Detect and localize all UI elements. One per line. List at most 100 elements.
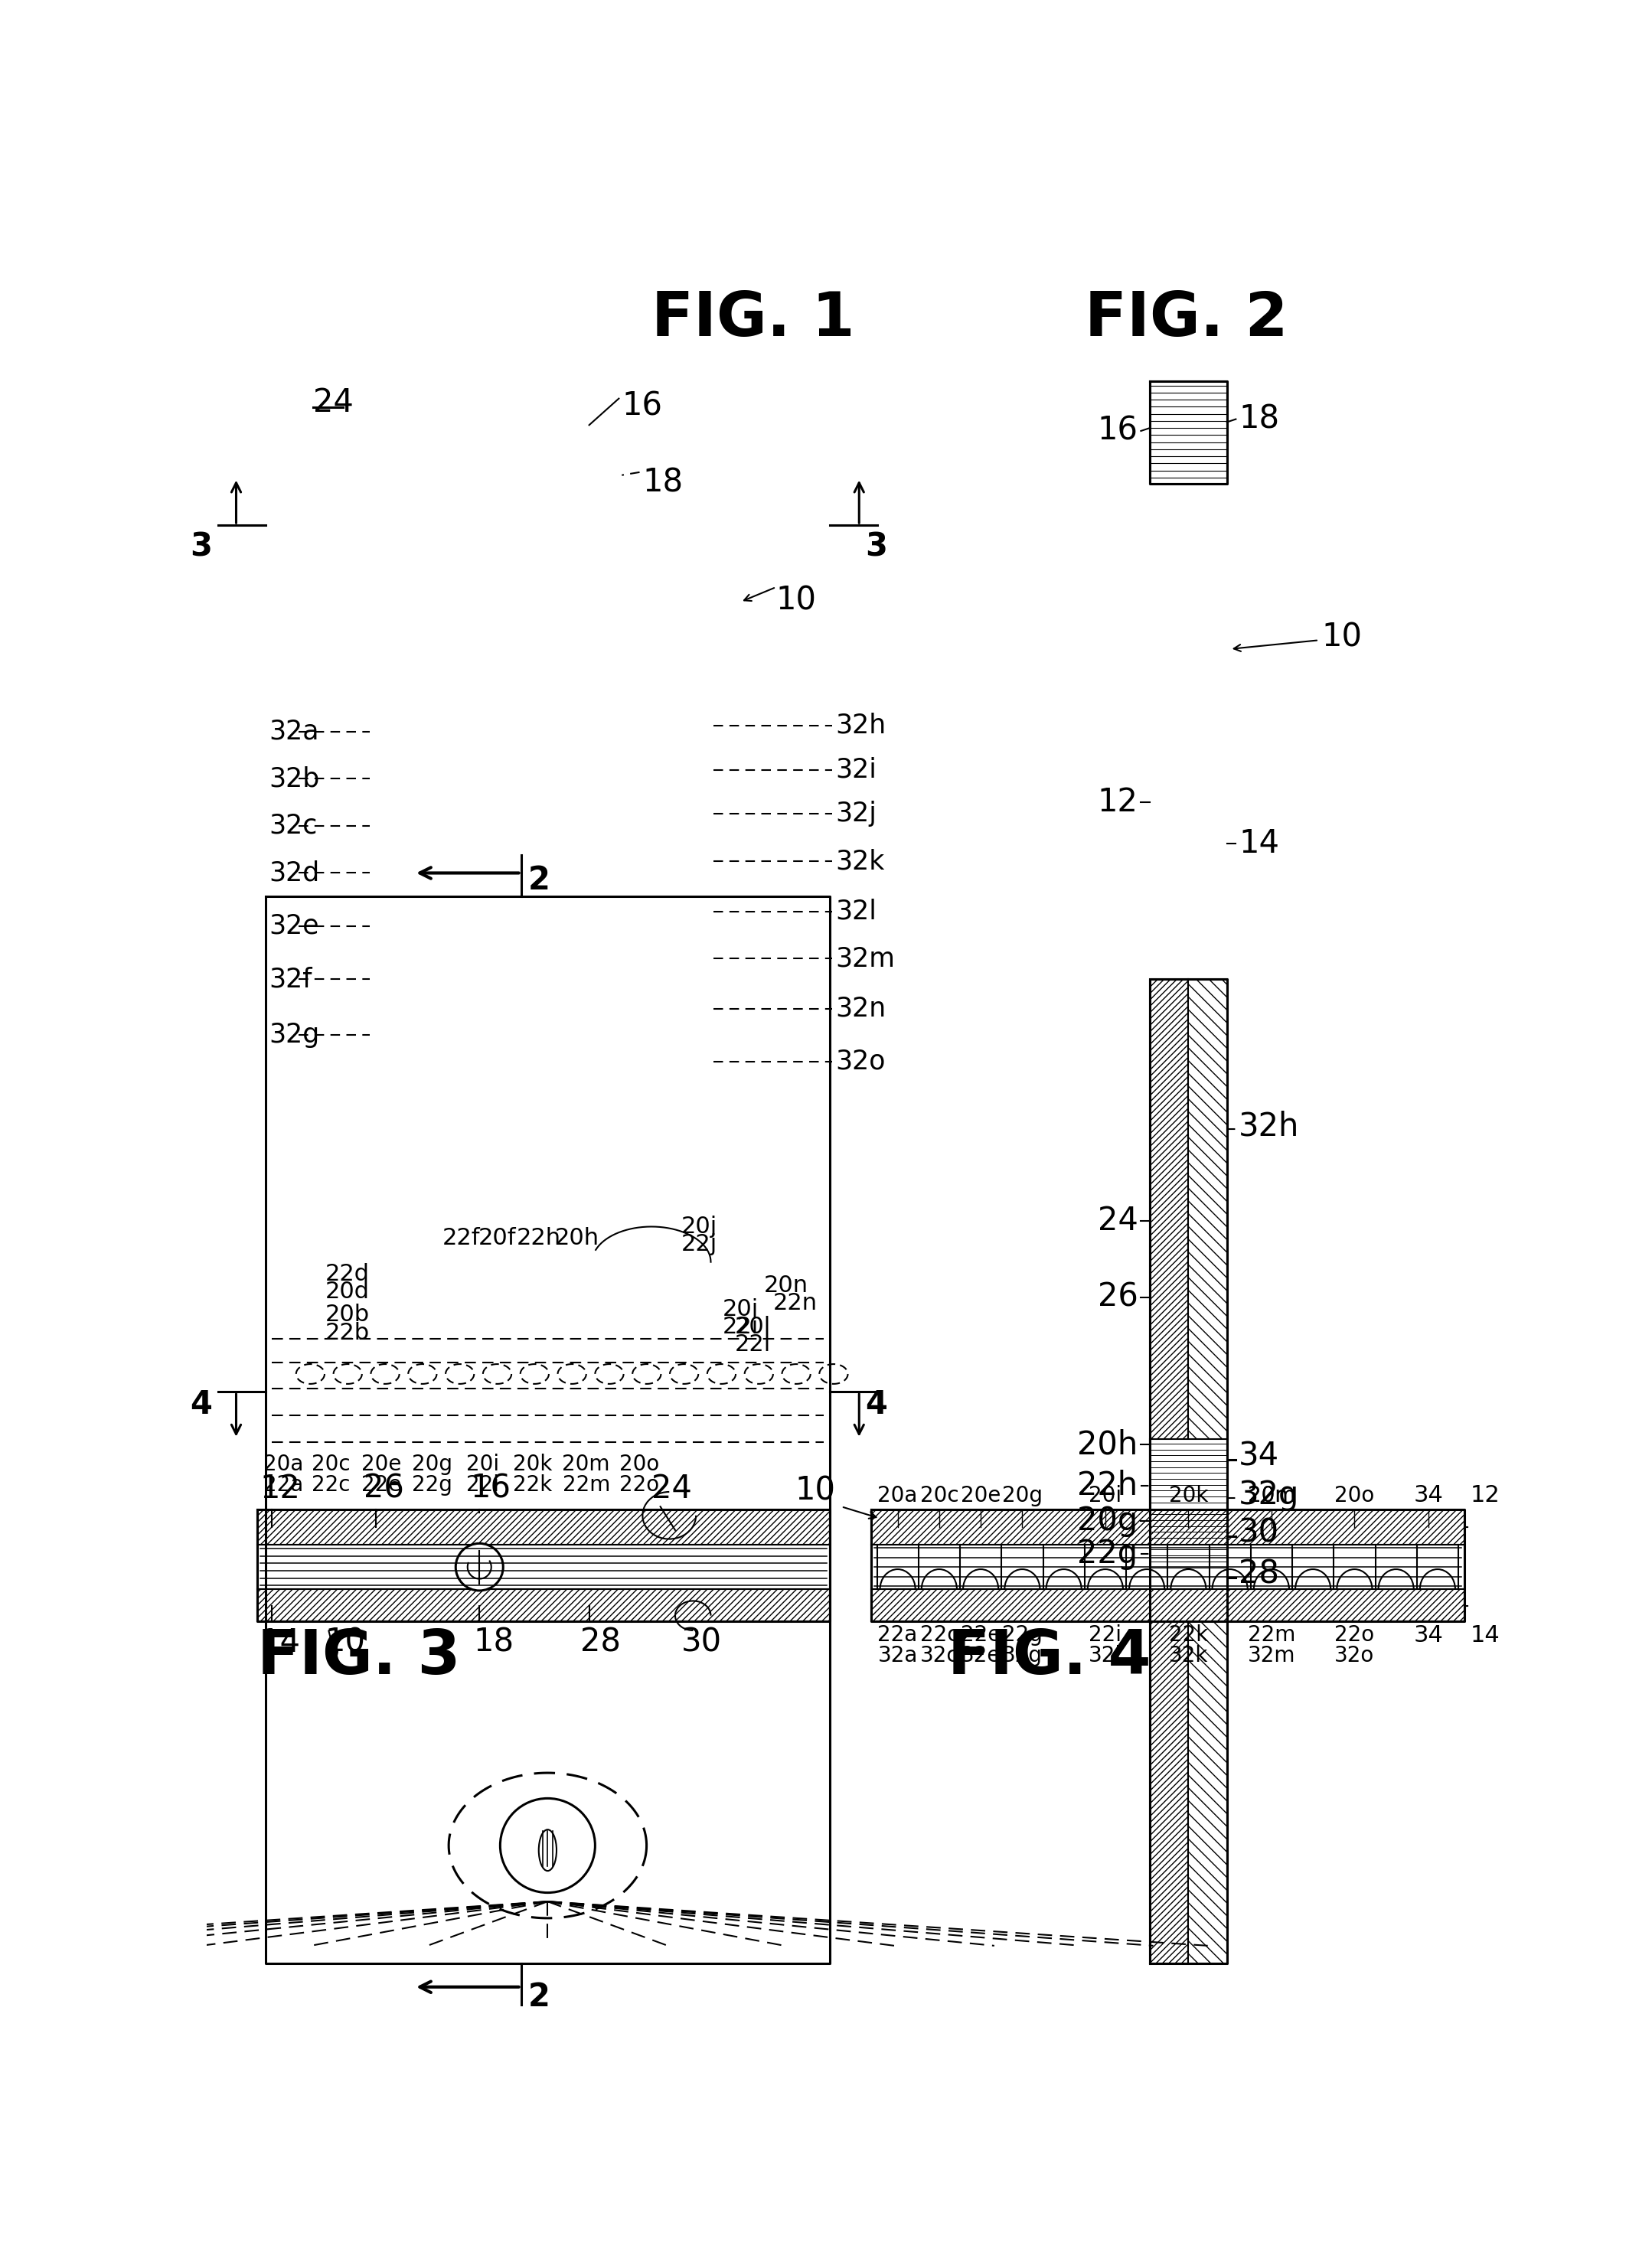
- Text: 20e: 20e: [961, 1486, 1001, 1506]
- Text: 22o: 22o: [620, 1475, 659, 1495]
- Text: 10: 10: [1322, 621, 1363, 652]
- Text: 32i: 32i: [836, 757, 877, 784]
- Text: 22b: 22b: [325, 1323, 370, 1343]
- Text: 34: 34: [1414, 1484, 1444, 1506]
- Text: 16: 16: [621, 390, 662, 421]
- Text: 22j: 22j: [681, 1232, 717, 1255]
- Text: 20m: 20m: [1247, 1486, 1295, 1506]
- Text: 32o: 32o: [836, 1049, 885, 1074]
- Text: 22m: 22m: [562, 1475, 610, 1495]
- Text: 32g: 32g: [1239, 1479, 1300, 1511]
- Text: 24: 24: [651, 1472, 692, 1504]
- Text: 32j: 32j: [836, 802, 877, 827]
- Text: 20k: 20k: [1168, 1486, 1208, 1506]
- Text: 32m: 32m: [836, 945, 895, 972]
- Text: 20j: 20j: [681, 1216, 717, 1237]
- Text: 26: 26: [1097, 1282, 1138, 1314]
- Text: 10: 10: [776, 584, 816, 616]
- Bar: [871, 1545, 1464, 1590]
- Text: 32i: 32i: [1089, 1644, 1122, 1667]
- Text: 32k: 32k: [836, 847, 885, 874]
- Text: 32l: 32l: [836, 899, 877, 924]
- Text: 32n: 32n: [836, 997, 885, 1022]
- Text: 22k: 22k: [1168, 1624, 1208, 1647]
- Text: 26: 26: [363, 1472, 405, 1504]
- Text: 20f: 20f: [479, 1228, 515, 1250]
- Bar: [871, 1590, 1464, 1622]
- Text: 22e: 22e: [362, 1475, 401, 1495]
- Text: 32f: 32f: [269, 967, 312, 992]
- Text: 32b: 32b: [269, 766, 319, 793]
- Text: 22a: 22a: [877, 1624, 917, 1647]
- Text: 20k: 20k: [514, 1454, 552, 1475]
- Text: 32e: 32e: [269, 913, 319, 940]
- Text: 32c: 32c: [920, 1644, 958, 1667]
- Bar: [258, 1508, 829, 1545]
- Text: 20c: 20c: [920, 1486, 958, 1506]
- Text: 22m: 22m: [1247, 1624, 1295, 1647]
- Text: 16: 16: [471, 1472, 510, 1504]
- Text: 20g: 20g: [411, 1454, 453, 1475]
- Text: 22h: 22h: [517, 1228, 562, 1250]
- Text: FIG. 4: FIG. 4: [948, 1629, 1151, 1687]
- Text: 20m: 20m: [562, 1454, 610, 1475]
- Bar: [871, 1508, 1464, 1545]
- Text: 30: 30: [1239, 1518, 1280, 1549]
- Text: 20o: 20o: [1335, 1486, 1374, 1506]
- Text: 22g: 22g: [1003, 1624, 1042, 1647]
- Text: 22c: 22c: [312, 1475, 350, 1495]
- Text: 22i: 22i: [722, 1316, 758, 1339]
- Text: 20l: 20l: [735, 1316, 771, 1339]
- Text: 28: 28: [580, 1626, 621, 1658]
- Text: 2: 2: [529, 1982, 550, 2014]
- Text: 34: 34: [1239, 1441, 1280, 1472]
- Text: FIG. 3: FIG. 3: [258, 1629, 461, 1687]
- Text: 20g: 20g: [1077, 1506, 1138, 1538]
- Circle shape: [501, 1798, 595, 1894]
- Bar: [258, 1590, 829, 1622]
- Text: 22c: 22c: [920, 1624, 958, 1647]
- Text: 32a: 32a: [269, 718, 319, 745]
- Text: 20a: 20a: [264, 1454, 304, 1475]
- Text: 22f: 22f: [443, 1228, 481, 1250]
- Text: 20o: 20o: [620, 1454, 659, 1475]
- Text: 22g: 22g: [1077, 1538, 1138, 1570]
- Bar: [1150, 381, 1227, 485]
- Text: 12: 12: [1097, 786, 1138, 818]
- Text: 22k: 22k: [514, 1475, 552, 1495]
- Text: 20i: 20i: [1089, 1486, 1122, 1506]
- Bar: [1150, 978, 1188, 1964]
- Text: FIG. 2: FIG. 2: [1085, 290, 1289, 349]
- Bar: [1188, 978, 1227, 1964]
- Text: 30: 30: [681, 1626, 722, 1658]
- Text: 22o: 22o: [1335, 1624, 1374, 1647]
- Text: 32c: 32c: [269, 813, 317, 838]
- Text: 32h: 32h: [836, 713, 885, 738]
- Text: 14: 14: [1470, 1624, 1500, 1647]
- Circle shape: [456, 1542, 504, 1590]
- Text: 20b: 20b: [325, 1305, 370, 1325]
- Text: 2: 2: [529, 865, 550, 897]
- Text: 20g: 20g: [1003, 1486, 1042, 1506]
- Text: 18: 18: [1239, 403, 1280, 435]
- Text: 28: 28: [1239, 1558, 1279, 1590]
- Text: 20i: 20i: [722, 1298, 758, 1320]
- Text: 22g: 22g: [411, 1475, 453, 1495]
- Text: 32d: 32d: [269, 861, 319, 886]
- Bar: [1150, 1438, 1227, 1567]
- Text: 3: 3: [190, 530, 213, 564]
- Text: 22h: 22h: [1077, 1470, 1138, 1502]
- Text: 22l: 22l: [735, 1334, 771, 1357]
- Text: 12: 12: [1470, 1484, 1500, 1506]
- Text: 22n: 22n: [773, 1291, 818, 1314]
- Text: FIG. 1: FIG. 1: [651, 290, 854, 349]
- Text: 3: 3: [866, 530, 887, 564]
- Text: 4: 4: [866, 1388, 887, 1420]
- Text: 14: 14: [259, 1626, 301, 1658]
- Text: 32g: 32g: [269, 1022, 319, 1049]
- Text: 20c: 20c: [312, 1454, 350, 1475]
- Text: 4: 4: [190, 1388, 213, 1420]
- Text: 18: 18: [643, 467, 684, 498]
- Text: 32g: 32g: [1003, 1644, 1042, 1667]
- Text: 32e: 32e: [961, 1644, 1001, 1667]
